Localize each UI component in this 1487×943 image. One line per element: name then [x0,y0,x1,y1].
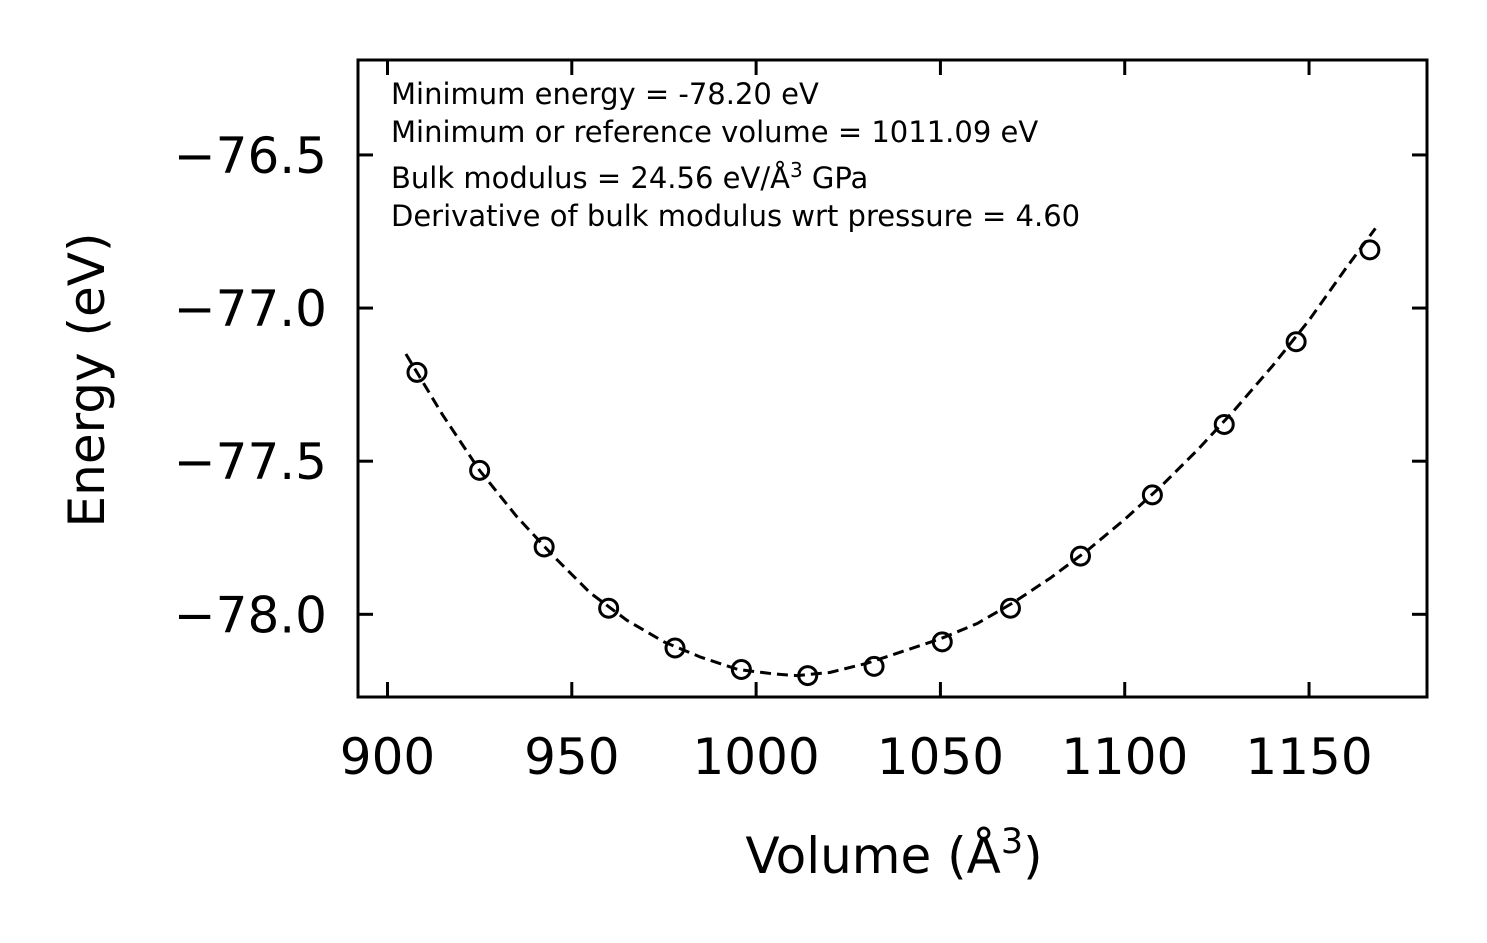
annotation-bulk-modulus-main: Bulk modulus = 24.56 eV/Å [391,161,790,195]
data-point [730,658,752,680]
data-point [797,665,819,687]
y-tick-label: −78.0 [174,586,327,644]
data-point [598,597,620,619]
data-points-layer [406,239,1381,687]
data-point [469,459,491,481]
x-tick-label: 1100 [1061,728,1188,786]
y-tick-label: −77.0 [174,280,327,338]
data-point [664,637,686,659]
y-tick-label: −77.5 [174,433,327,491]
data-point [931,631,953,653]
annotation-bulk-modulus-units: GPa [803,161,869,195]
x-axis-ticks: 900 950 1000 1050 1100 1150 [340,60,1373,786]
x-tick-label: 1000 [692,728,819,786]
data-point [1213,413,1235,435]
data-point [1069,545,1091,567]
data-point [406,361,428,383]
x-tick-label: 950 [524,728,619,786]
x-tick-label: 900 [340,728,435,786]
data-point [533,536,555,558]
x-axis-label-superscript: 3 [1001,822,1023,862]
y-axis-label: Energy (eV) [58,233,116,528]
data-point [999,597,1021,619]
x-axis-label: Volume (Å3) [745,822,1042,885]
y-tick-label: −76.5 [174,127,327,185]
plot-frame [356,58,1429,699]
x-axis-label-main: Volume (Å [745,827,1001,885]
x-tick-label: 1150 [1245,728,1372,786]
y-axis-ticks: −76.5 −77.0 −77.5 −78.0 [174,127,1427,644]
data-point [863,655,885,677]
data-point [1141,484,1163,506]
annotation-bulk-modulus-superscript: 3 [790,158,803,182]
data-point [1359,239,1381,261]
x-tick-label: 1050 [877,728,1004,786]
annotation-min-energy: Minimum energy = -78.20 eV [391,77,819,111]
data-point [1285,331,1307,353]
annotation-min-volume: Minimum or reference volume = 1011.09 eV [391,115,1038,149]
annotation-block: Minimum energy = -78.20 eV Minimum or re… [391,77,1080,233]
annotation-bulk-modulus: Bulk modulus = 24.56 eV/Å3 GPa [391,158,868,195]
annotation-bulk-derivative: Derivative of bulk modulus wrt pressure … [391,199,1080,233]
x-axis-label-close: ) [1023,827,1043,885]
